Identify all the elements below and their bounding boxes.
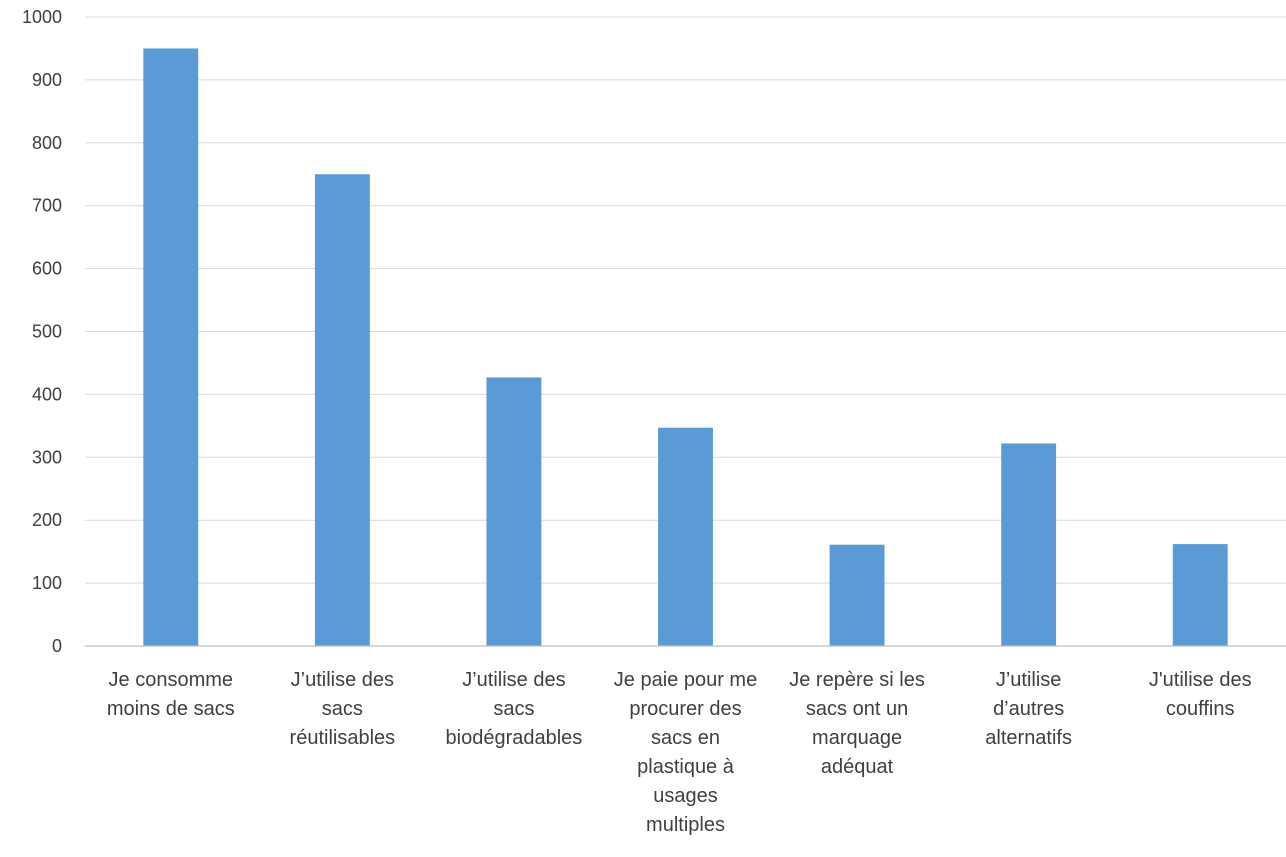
x-tick-label: J’utilise des sacs réutilisables [290,669,396,749]
bar [143,48,199,646]
y-tick-label: 1000 [22,7,62,27]
x-tick-label: J’utilise des sacs biodégradables [446,669,583,749]
y-tick-label: 300 [32,447,62,467]
bars [143,48,1228,646]
y-tick-label: 800 [32,133,62,153]
gridlines [85,16,1286,584]
y-tick-label: 500 [32,322,62,342]
x-tick-label: J’utilise d’autres alternatifs [985,669,1072,749]
bar [314,174,370,646]
y-tick-label: 600 [32,259,62,279]
y-axis-tick-labels: 0 100 200 300 400 500 600 700 800 900 1000 [22,7,62,656]
y-tick-label: 900 [32,70,62,90]
y-tick-label: 400 [32,384,62,404]
x-tick-label: Je paie pour me procurer des sacs en plasti… [614,669,757,836]
x-tick-label: Je consomme moins de sacs [107,669,235,720]
x-tick-label: J'utilise des couffins [1149,669,1252,720]
bar [486,377,542,646]
y-tick-label: 200 [32,510,62,530]
x-tick-label: Je repère si les sacs ont un marquage adéqu… [789,669,925,778]
x-axis-tick-labels: Je consomme moins de sacs J’utilise des sac… [107,669,1252,836]
y-tick-label: 700 [32,196,62,216]
bar [658,427,713,646]
y-tick-label: 100 [32,573,62,593]
bar [1001,443,1057,646]
bar [1172,544,1228,646]
bar [829,544,885,646]
y-tick-label: 0 [52,636,62,656]
